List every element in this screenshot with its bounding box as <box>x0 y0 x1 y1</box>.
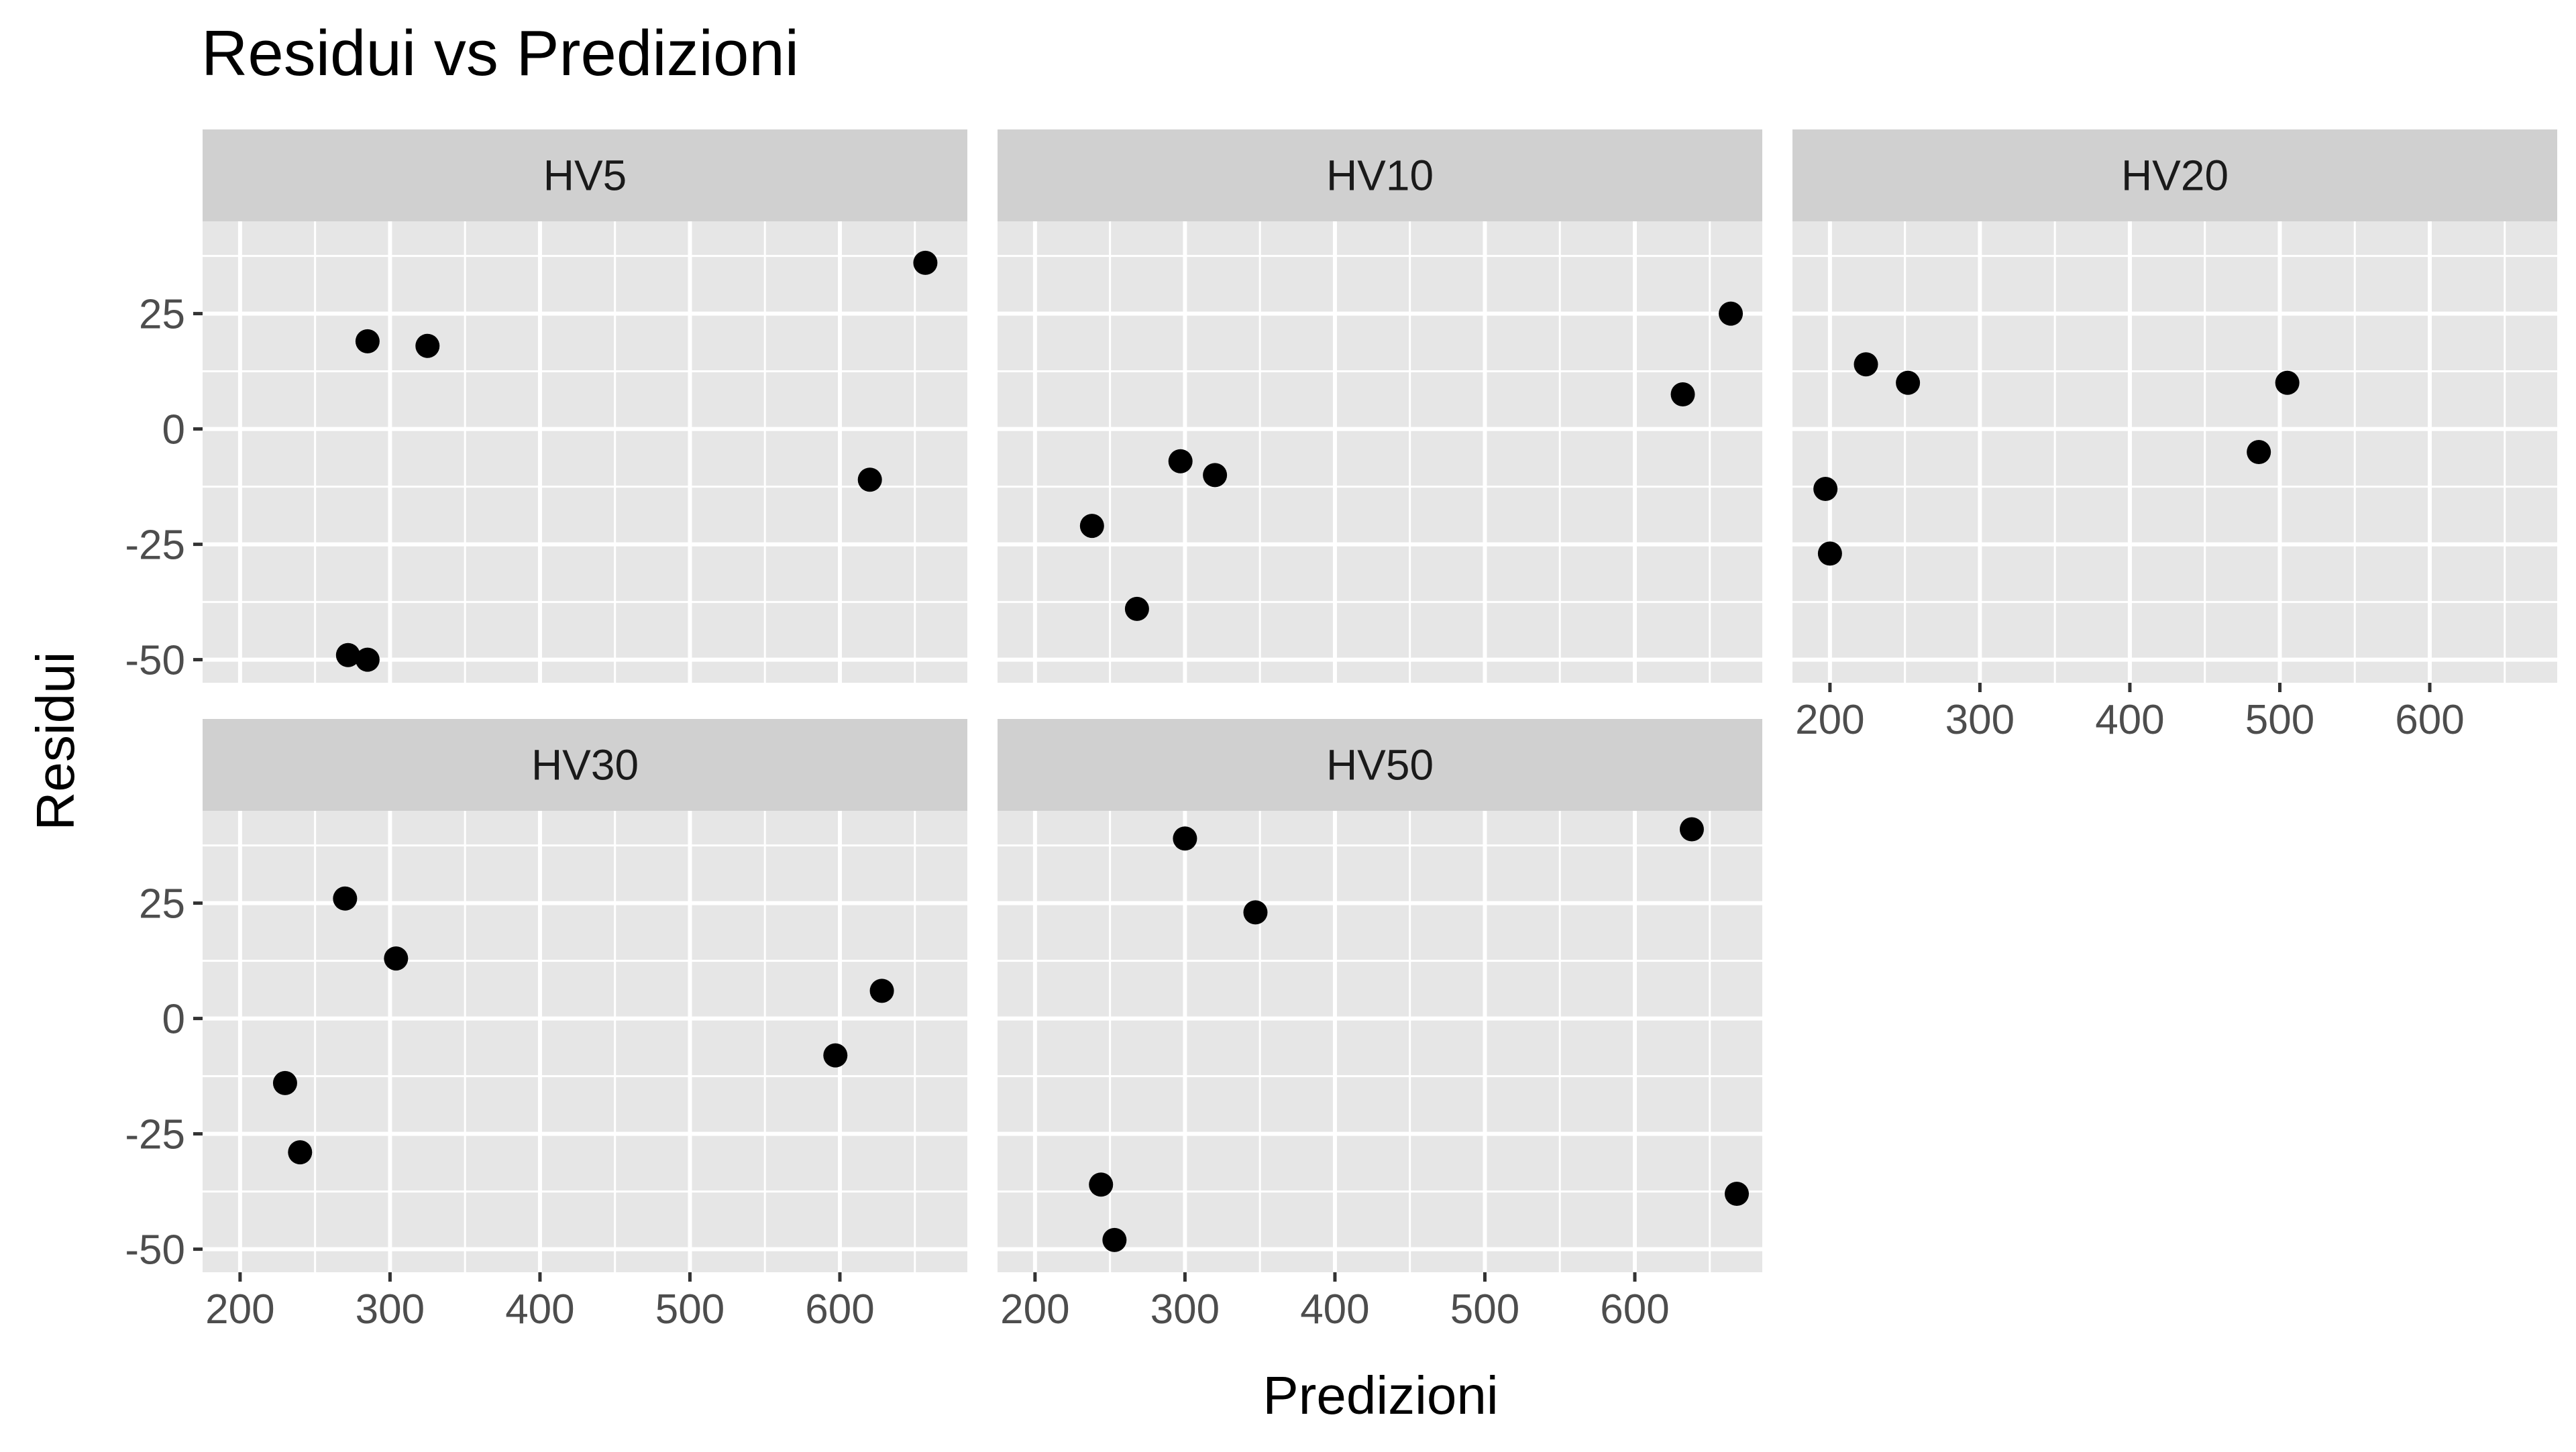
y-tick-label: 0 <box>162 997 185 1043</box>
data-point <box>415 333 440 358</box>
panel-background <box>998 811 1762 1272</box>
x-tick-label: 600 <box>1600 1286 1669 1333</box>
data-point <box>355 647 380 672</box>
x-tick-label: 500 <box>655 1286 724 1333</box>
x-tick-label: 300 <box>356 1286 425 1333</box>
facet-strip-label: HV10 <box>1326 152 1434 200</box>
data-point <box>1817 541 1842 566</box>
data-point <box>857 467 882 492</box>
facet-strip-hv20 <box>1792 129 2557 221</box>
x-tick-label: 300 <box>1150 1286 1220 1333</box>
data-point <box>913 250 938 275</box>
panel-background <box>203 811 967 1272</box>
y-tick-label: 0 <box>162 407 185 453</box>
facet-panel-hv20: HV20 200 300 400 500 600 <box>1792 129 2557 743</box>
data-point <box>1854 352 1878 377</box>
data-point <box>333 886 358 911</box>
data-point <box>2247 440 2271 464</box>
data-point <box>1670 382 1695 406</box>
data-point <box>1102 1227 1127 1252</box>
x-tick-label: 200 <box>1795 697 1864 743</box>
panel-background <box>998 221 1762 683</box>
data-point <box>1089 1172 1114 1197</box>
x-tick-label: 400 <box>505 1286 574 1333</box>
data-point <box>288 1140 313 1165</box>
x-axis-title: Predizioni <box>1263 1365 1498 1425</box>
data-point <box>1168 449 1193 473</box>
x-tick-label: 400 <box>2095 697 2164 743</box>
data-point <box>272 1070 297 1095</box>
y-tick-label: 25 <box>139 292 185 338</box>
facet-strip-label: HV20 <box>2121 152 2229 200</box>
x-tick-label: 400 <box>1300 1286 1369 1333</box>
y-tick-label: -50 <box>125 638 185 684</box>
data-point <box>355 329 380 353</box>
facet-strip-hv10 <box>998 129 1762 221</box>
facet-panels: HV5 -50 -25 0 25 HV10 HV20 200 300 400 500 600 HV30 -… <box>125 129 2557 1333</box>
x-tick-label: 500 <box>1450 1286 1519 1333</box>
y-axis-title: Residui <box>25 652 85 831</box>
data-point <box>869 979 894 1003</box>
facet-strip-hv5 <box>203 129 967 221</box>
data-point <box>1896 370 1921 395</box>
facet-strip-label: HV50 <box>1326 741 1434 789</box>
panel-background <box>203 221 967 683</box>
data-point <box>1719 301 1743 326</box>
facet-panel-hv50: HV50 200 300 400 500 600 <box>998 719 1762 1333</box>
data-point <box>1813 477 1838 502</box>
x-tick-label: 200 <box>1000 1286 1069 1333</box>
data-point <box>823 1043 848 1068</box>
data-point <box>1173 826 1197 851</box>
x-tick-label: 600 <box>2395 697 2464 743</box>
facet-strip-hv50 <box>998 719 1762 811</box>
data-point <box>1124 596 1149 621</box>
facet-panel-hv10: HV10 <box>998 129 1762 683</box>
y-tick-label: -50 <box>125 1227 185 1274</box>
data-point <box>384 946 409 971</box>
facet-panel-hv30: HV30 -50 -25 0 25 200 300 400 500 600 <box>125 719 967 1333</box>
chart-title: Residui vs Predizioni <box>201 17 799 89</box>
data-point <box>2275 370 2300 395</box>
facet-strip-label: HV30 <box>531 741 639 789</box>
panel-background <box>1792 221 2557 683</box>
data-point <box>1679 817 1704 842</box>
data-point <box>335 643 360 667</box>
y-tick-label: -25 <box>125 1112 185 1158</box>
x-tick-label: 600 <box>805 1286 874 1333</box>
x-tick-label: 500 <box>2245 697 2314 743</box>
data-point <box>1079 514 1104 539</box>
data-point <box>1243 900 1268 925</box>
y-tick-label: -25 <box>125 522 185 569</box>
facet-strip-label: HV5 <box>543 152 627 200</box>
facet-strip-hv30 <box>203 719 967 811</box>
facet-panel-hv5: HV5 -50 -25 0 25 <box>125 129 967 684</box>
data-point <box>1203 463 1228 488</box>
y-tick-label: 25 <box>139 881 185 928</box>
data-point <box>1725 1182 1749 1207</box>
x-tick-label: 300 <box>1945 697 2015 743</box>
x-tick-label: 200 <box>205 1286 274 1333</box>
